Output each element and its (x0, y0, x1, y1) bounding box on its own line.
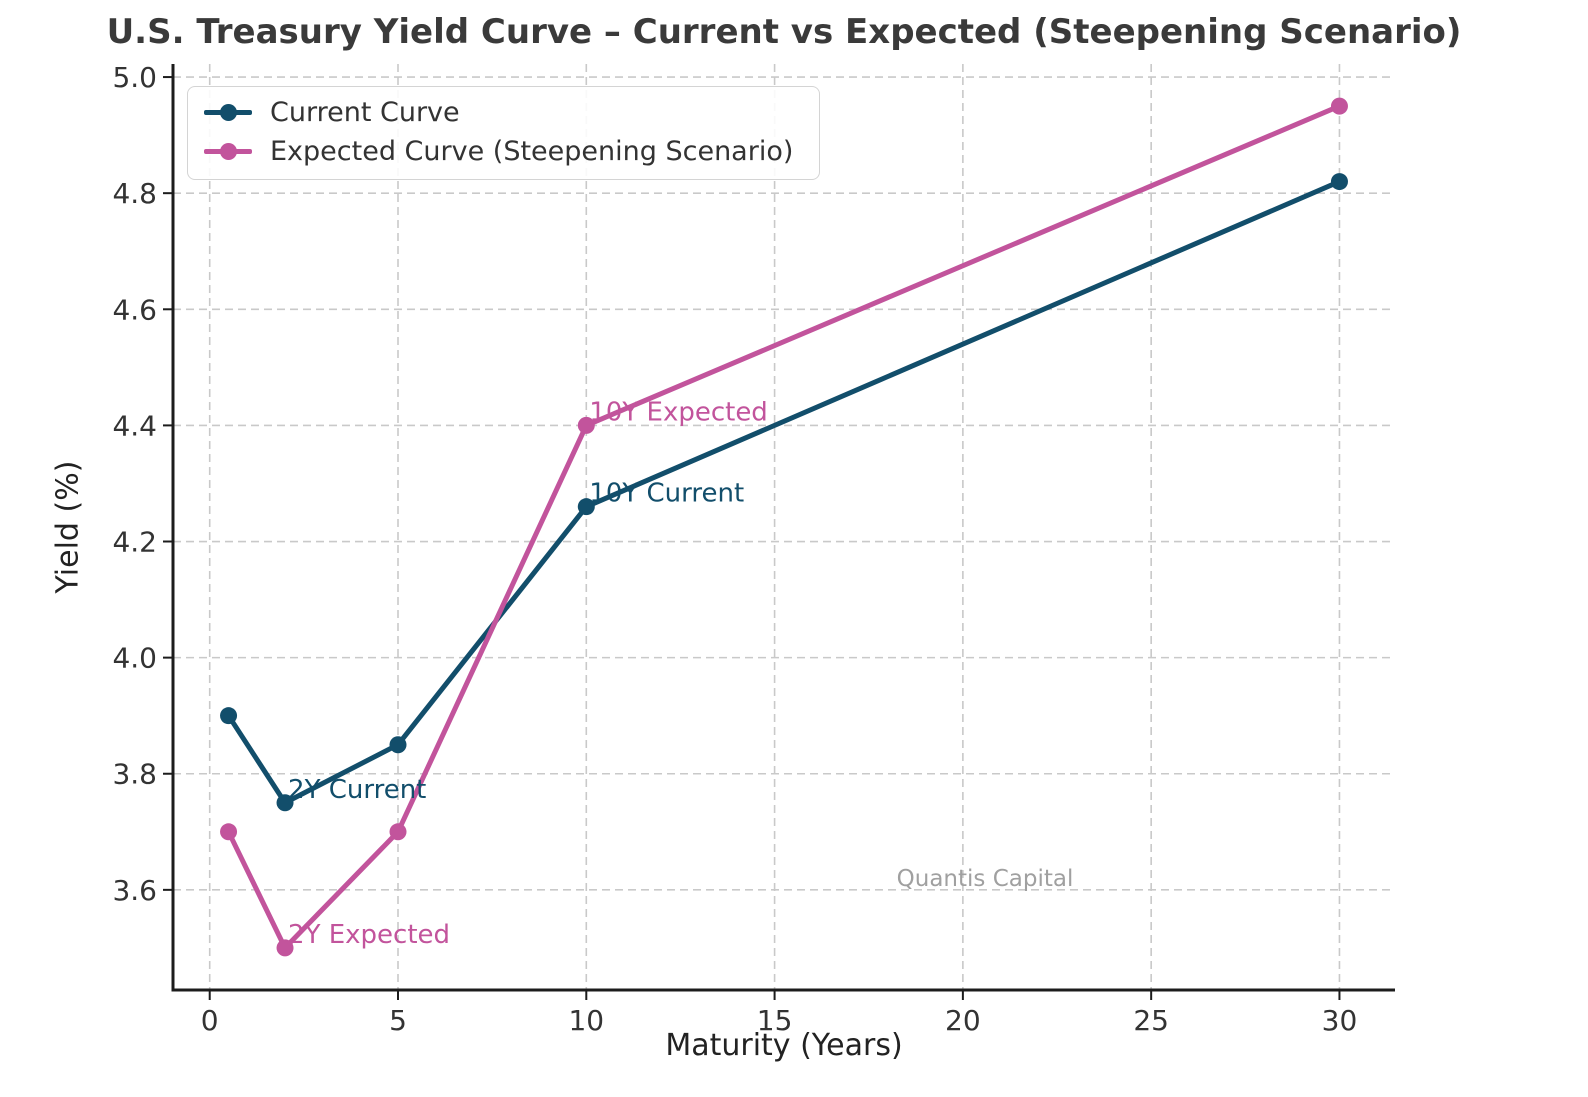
x-tick-label-5: 25 (1133, 1004, 1169, 1037)
x-tick-label-1: 5 (389, 1004, 407, 1037)
current-point-2 (389, 736, 407, 754)
current-point-1 (276, 794, 294, 812)
x-tick-label-4: 20 (945, 1004, 981, 1037)
annotation-10y-expected: 10Y Expected (589, 397, 768, 427)
expected-legend-swatch-icon (204, 143, 252, 161)
y-tick-label-1: 3.8 (112, 758, 157, 791)
y-tick-label-0: 3.6 (112, 874, 157, 907)
y-tick-label-5: 4.6 (112, 293, 157, 326)
annotation-10y-current: 10Y Current (589, 479, 744, 509)
current-point-4 (1330, 173, 1348, 191)
expected-point-0 (220, 823, 238, 841)
expected-curve-line (226, 103, 1342, 951)
y-axis-label: Yield (%) (50, 460, 86, 594)
y-tick-label-6: 4.8 (112, 177, 157, 210)
x-tick-label-2: 10 (568, 1004, 604, 1037)
x-axis-label: Maturity (Years) (665, 1028, 903, 1063)
current-point-0 (220, 707, 238, 725)
legend-label: Current Curve (270, 97, 460, 128)
y-tick-label-2: 4.0 (112, 642, 157, 675)
y-tick-label-3: 4.2 (112, 526, 157, 559)
annotation-2y-expected: 2Y Expected (288, 920, 450, 950)
legend-label: Expected Curve (Steepening Scenario) (270, 136, 794, 167)
expected-point-3 (577, 416, 595, 434)
current-curve-line (226, 179, 1342, 806)
chart-title: U.S. Treasury Yield Curve – Current vs E… (106, 12, 1462, 52)
current-legend-swatch-icon (204, 104, 252, 122)
x-tick-label-0: 0 (201, 1004, 219, 1037)
expected-point-2 (389, 823, 407, 841)
legend-item-current: Current Curve (204, 97, 793, 128)
expected-point-1 (276, 939, 294, 957)
y-tick-label-7: 5.0 (112, 61, 157, 94)
expected-point-4 (1330, 97, 1348, 115)
watermark: Quantis Capital (897, 866, 1074, 892)
x-tick-label-6: 30 (1322, 1004, 1358, 1037)
y-tick-label-4: 4.4 (112, 409, 157, 442)
legend-item-expected: Expected Curve (Steepening Scenario) (204, 136, 793, 167)
annotation-2y-current: 2Y Current (288, 775, 426, 805)
legend: Current Curve Expected Curve (Steepening … (187, 86, 821, 180)
x-tick-label-3: 15 (757, 1004, 793, 1037)
current-point-3 (577, 498, 595, 516)
